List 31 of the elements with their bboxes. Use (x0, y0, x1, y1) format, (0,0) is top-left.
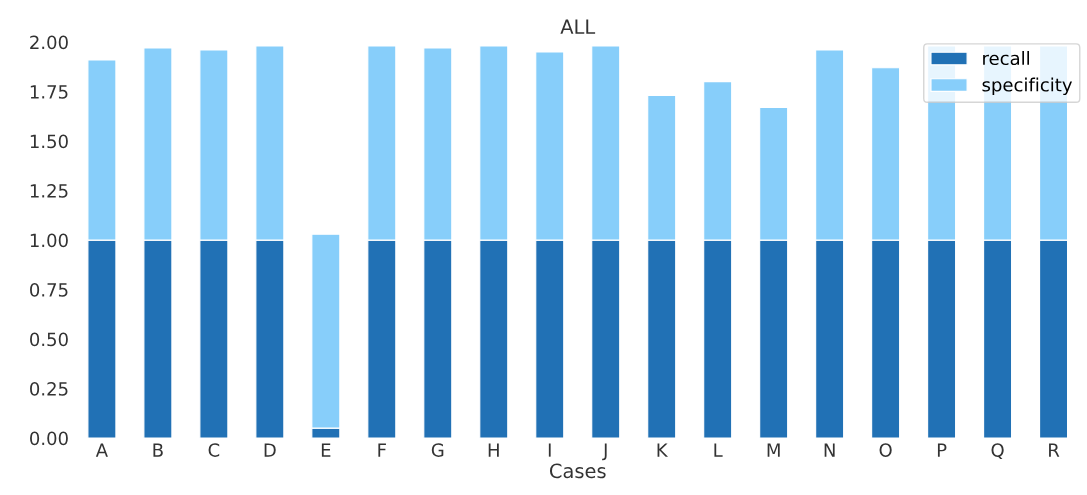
y-tick-label: 1.00 (30, 233, 68, 248)
x-tick-label: L (714, 443, 723, 457)
legend-label: specificity (982, 77, 1072, 96)
x-tick-label: E (321, 443, 331, 457)
x-tick-label: P (937, 443, 947, 457)
x-tick-label: O (879, 443, 892, 457)
x-tick-label: I (548, 443, 551, 457)
x-tick-label: Q (991, 443, 1004, 459)
x-tick-label: D (264, 443, 276, 457)
y-tick-label: 0.00 (30, 431, 68, 446)
y-tick-label: 1.75 (30, 85, 68, 99)
x-tick-label: M (767, 443, 780, 457)
x-tick-label: H (488, 443, 499, 457)
x-tick-label: J (602, 443, 607, 461)
x-tick-label: R (1049, 443, 1060, 457)
chart-title: ALL (560, 19, 596, 34)
x-tick-label: B (153, 443, 163, 457)
legend-label: recall (983, 51, 1029, 66)
x-tick-label: G (431, 443, 444, 457)
x-tick-label: F (378, 443, 386, 457)
x-tick-label: N (824, 443, 835, 457)
x-axis-title: Cases (549, 463, 606, 479)
x-tick-label: K (657, 443, 669, 457)
y-tick-label: 1.25 (30, 184, 68, 198)
y-tick-label: 0.25 (30, 382, 68, 396)
y-tick-label: 1.50 (30, 134, 68, 149)
y-tick-label: 0.75 (30, 283, 68, 297)
y-tick-label: 0.50 (30, 332, 68, 347)
y-tick-label: 2.00 (30, 35, 68, 50)
x-tick-label: A (95, 443, 108, 457)
x-tick-label: C (208, 443, 220, 457)
